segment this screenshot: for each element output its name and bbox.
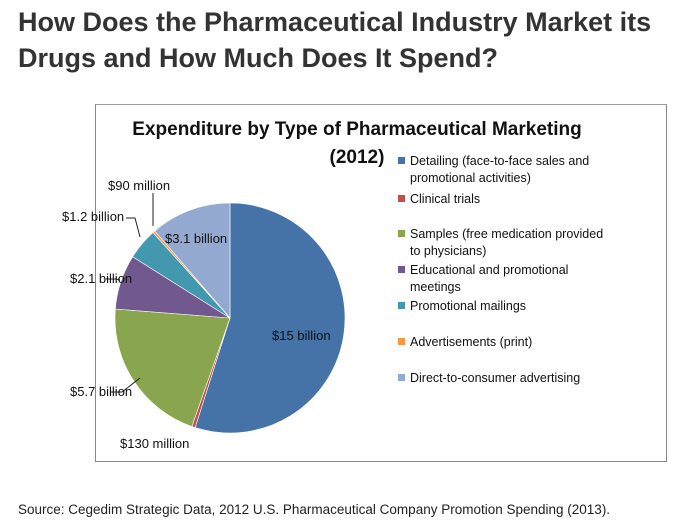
legend-swatch bbox=[398, 157, 405, 164]
legend-swatch bbox=[398, 266, 405, 273]
pie-slice-2 bbox=[114, 308, 231, 427]
data-label: $3.1 billion bbox=[165, 231, 227, 246]
legend-label: Clinical trials bbox=[410, 192, 480, 206]
chart-title: Expenditure by Type of Pharmaceutical Ma… bbox=[132, 119, 581, 140]
leader-line bbox=[111, 377, 141, 393]
legend-swatch bbox=[398, 302, 405, 309]
leader-line bbox=[126, 217, 141, 238]
chart-subtitle: (2012) bbox=[330, 147, 385, 168]
data-label: $15 billion bbox=[272, 328, 331, 343]
data-label: $5.7 billion bbox=[70, 384, 132, 399]
page-heading: How Does the Pharmaceutical Industry Mar… bbox=[18, 7, 652, 73]
legend-label: Samples (free medication provided bbox=[410, 227, 603, 241]
data-label: $2.1 billion bbox=[70, 271, 132, 286]
legend-label: Advertisements (print) bbox=[410, 335, 532, 349]
legend-swatch bbox=[398, 338, 405, 345]
pie-slice-6 bbox=[154, 202, 231, 319]
leader-line bbox=[106, 278, 121, 281]
pie-slice-0 bbox=[194, 202, 346, 434]
legend-label: meetings bbox=[410, 280, 461, 294]
legend-swatch bbox=[398, 374, 405, 381]
data-label: $130 million bbox=[120, 436, 189, 451]
legend-swatch bbox=[398, 230, 405, 237]
legend-label: to physicians) bbox=[410, 244, 486, 258]
legend-label: promotional activities) bbox=[410, 171, 531, 185]
data-label: $90 million bbox=[108, 178, 170, 193]
source-citation: Source: Cegedim Strategic Data, 2012 U.S… bbox=[18, 502, 611, 517]
legend-label: Promotional mailings bbox=[410, 299, 526, 313]
data-label: $1.2 billion bbox=[62, 209, 124, 224]
legend-label: Educational and promotional bbox=[410, 263, 568, 277]
legend-swatch bbox=[398, 195, 405, 202]
legend-label: Detailing (face-to-face sales and bbox=[410, 154, 589, 168]
legend-label: Direct-to-consumer advertising bbox=[410, 371, 580, 385]
